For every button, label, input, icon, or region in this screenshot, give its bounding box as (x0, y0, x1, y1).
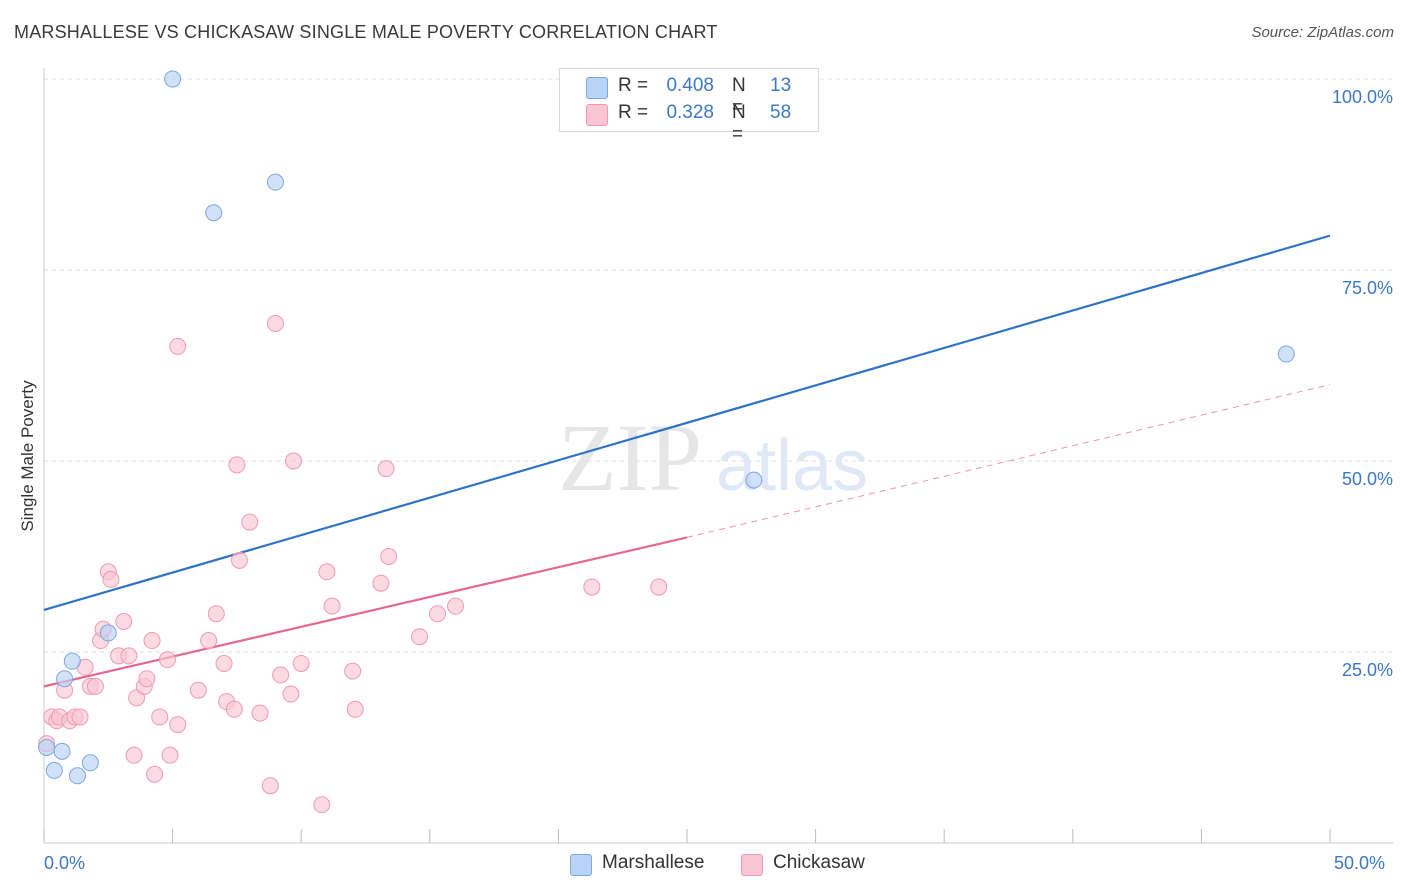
legend-label: Marshallese (602, 852, 705, 873)
marshallese-point (63, 652, 81, 670)
chickasaw-point (380, 548, 398, 565)
chickasaw-point (429, 605, 447, 623)
chickasaw-point (261, 777, 279, 795)
n-label: N = (732, 75, 746, 118)
chickasaw-point (344, 662, 362, 680)
chickasaw-point (120, 647, 138, 665)
chickasaw-point (225, 700, 243, 718)
chickasaw-point (377, 460, 395, 478)
watermark-zip: ZIP (558, 404, 702, 511)
marshallese-point (266, 173, 284, 191)
chickasaw-point (71, 708, 89, 726)
x-tick-label-max: 50.0% (1334, 853, 1386, 873)
chickasaw-point (151, 708, 169, 726)
marshallese-point (38, 739, 56, 756)
marshallese-point (745, 471, 763, 489)
chickasaw-point (228, 456, 246, 474)
chickasaw-point (318, 563, 336, 581)
chickasaw-point (215, 654, 233, 672)
n-label: N = (732, 102, 746, 145)
r-value: 0.328 (666, 102, 714, 123)
chickasaw-point (583, 578, 601, 596)
chickasaw-point (125, 746, 143, 764)
chickasaw-point (102, 570, 120, 588)
n-value: 58 (770, 102, 792, 123)
chickasaw-point (161, 746, 179, 764)
stats-legend: R = 0.408 N = 13 R = 0.328 N = 58 (559, 68, 819, 145)
chickasaw-point (207, 605, 225, 623)
chickasaw-point (169, 716, 187, 734)
chickasaw-point (372, 574, 390, 592)
chickasaw-trend-line (43, 536, 688, 688)
chickasaw-point (346, 700, 364, 718)
chickasaw-point (284, 452, 302, 470)
marshallese-point (164, 70, 182, 88)
marshallese-point (56, 670, 74, 688)
y-tick-label: 100.0% (1332, 87, 1393, 107)
marshallese-point (99, 624, 117, 642)
chickasaw-trend-extension (686, 384, 1331, 538)
chickasaw-point (251, 704, 269, 722)
chickasaw-point (282, 685, 300, 703)
chickasaw-legend-swatch (741, 854, 763, 876)
chickasaw-swatch (586, 104, 608, 126)
chickasaw-point (138, 670, 156, 688)
chickasaw-point (292, 654, 310, 672)
chickasaw-point (189, 681, 207, 699)
marshallese-swatch (586, 77, 608, 99)
chart-title: MARSHALLESE VS CHICKASAW SINGLE MALE POV… (14, 22, 718, 42)
watermark: ZIP atlas (558, 404, 868, 511)
chickasaw-point (241, 513, 259, 531)
marshallese-point (53, 742, 71, 760)
chickasaw-point (323, 597, 341, 615)
n-value: 13 (770, 75, 792, 96)
marshallese-point (68, 767, 86, 785)
marshallese-legend-swatch (570, 854, 592, 876)
y-tick-label: 75.0% (1342, 278, 1393, 298)
chickasaw-point (86, 677, 104, 695)
chickasaw-point (447, 597, 465, 615)
marshallese-point (45, 761, 63, 779)
chickasaw-point (158, 651, 176, 669)
legend-label: Chickasaw (773, 852, 865, 873)
r-label: R = (618, 75, 649, 96)
x-tick-label-min: 0.0% (44, 853, 86, 873)
chickasaw-point (272, 666, 290, 684)
r-label: R = (618, 102, 649, 123)
r-value: 0.408 (666, 75, 714, 96)
chickasaw-point (230, 551, 248, 569)
chickasaw-point (143, 632, 161, 650)
chickasaw-point (200, 632, 218, 650)
chickasaw-point (650, 578, 668, 596)
marshallese-point (1277, 345, 1295, 363)
chickasaw-point (146, 765, 164, 783)
chickasaw-point (169, 337, 187, 355)
chickasaw-point (266, 314, 284, 332)
y-tick-label: 25.0% (1342, 660, 1393, 680)
chickasaw-point (411, 628, 429, 646)
marshallese-point (81, 754, 99, 772)
chickasaw-point (313, 796, 331, 814)
source-label: Source: ZipAtlas.com (1251, 24, 1394, 41)
chickasaw-point (115, 612, 133, 630)
y-tick-label: 50.0% (1342, 469, 1393, 489)
marshallese-trend-line (43, 234, 1331, 612)
watermark-atlas: atlas (716, 426, 868, 506)
marshallese-point (205, 204, 223, 222)
